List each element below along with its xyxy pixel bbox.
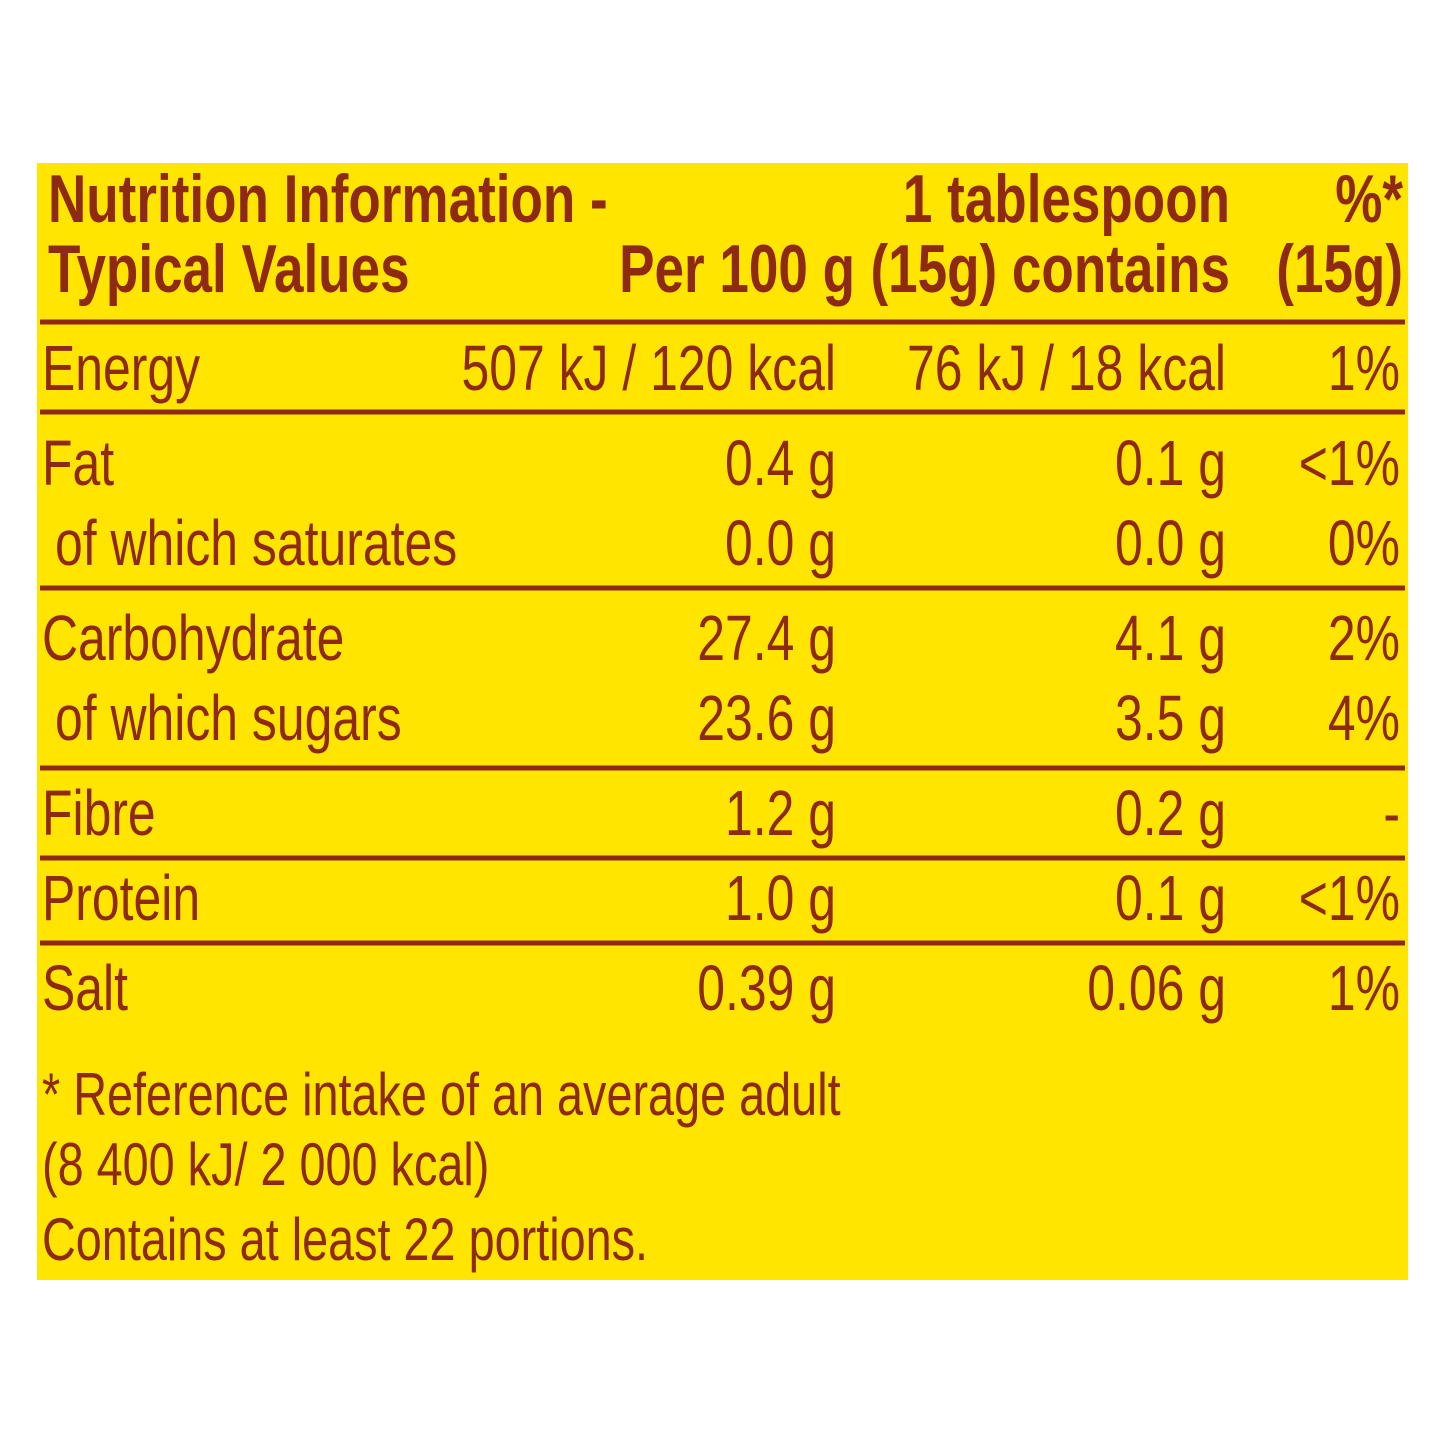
nutrient-value: <1% xyxy=(1299,863,1400,934)
nutrient-value: 1.2 g xyxy=(725,778,836,849)
footnote: * Reference intake of an average adult xyxy=(42,1061,841,1128)
footnote: Contains at least 22 portions. xyxy=(42,1206,648,1273)
nutrient-value: 4% xyxy=(1328,683,1400,754)
nutrient-name: Protein xyxy=(42,863,200,934)
nutrient-value: 3.5 g xyxy=(1115,683,1226,754)
nutrient-name: Fat xyxy=(42,428,114,499)
nutrient-name: Salt xyxy=(42,953,128,1024)
nutrient-name: of which sugars xyxy=(55,683,402,754)
nutrient-value: 0.4 g xyxy=(725,428,836,499)
nutrient-value: 27.4 g xyxy=(697,603,836,674)
footnote: (8 400 kJ/ 2 000 kcal) xyxy=(42,1131,489,1198)
nutrient-value: 1% xyxy=(1328,953,1400,1024)
header-per-portion: (15g) contains xyxy=(871,231,1230,307)
nutrient-name: Fibre xyxy=(42,778,156,849)
nutrient-value: 23.6 g xyxy=(697,683,836,754)
nutrient-value: 1.0 g xyxy=(725,863,836,934)
nutrient-value: - xyxy=(1383,778,1400,849)
nutrient-value: 0.1 g xyxy=(1115,863,1226,934)
label-text: Nutrition Information -Typical Values Per… xyxy=(42,161,1403,1274)
nutrient-value: 2% xyxy=(1328,603,1400,674)
nutrient-value: 0.06 g xyxy=(1087,953,1226,1024)
nutrient-value: 507 kJ / 120 kcal xyxy=(461,333,836,404)
nutrient-value: 0.1 g xyxy=(1115,428,1226,499)
header-label: Nutrition Information - xyxy=(48,161,608,237)
header-percent: %* xyxy=(1335,161,1403,237)
nutrient-name: Carbohydrate xyxy=(42,603,344,674)
nutrient-name: of which saturates xyxy=(55,508,457,579)
header-label: Typical Values xyxy=(48,231,410,307)
header-per-100g: Per 100 g xyxy=(619,231,855,307)
nutrient-value: 4.1 g xyxy=(1115,603,1226,674)
nutrient-value: 0.0 g xyxy=(1115,508,1226,579)
nutrient-value: 76 kJ / 18 kcal xyxy=(907,333,1226,404)
nutrient-value: 0% xyxy=(1328,508,1400,579)
nutrient-value: 0.2 g xyxy=(1115,778,1226,849)
nutrient-value: 0.39 g xyxy=(697,953,836,1024)
header-per-portion: 1 tablespoon xyxy=(903,161,1230,237)
nutrient-value: 0.0 g xyxy=(725,508,836,579)
header-percent: (15g) xyxy=(1276,231,1403,307)
label-background xyxy=(37,163,1408,1280)
nutrient-value: <1% xyxy=(1299,428,1400,499)
nutrient-value: 1% xyxy=(1328,333,1400,404)
nutrient-name: Energy xyxy=(42,333,200,404)
